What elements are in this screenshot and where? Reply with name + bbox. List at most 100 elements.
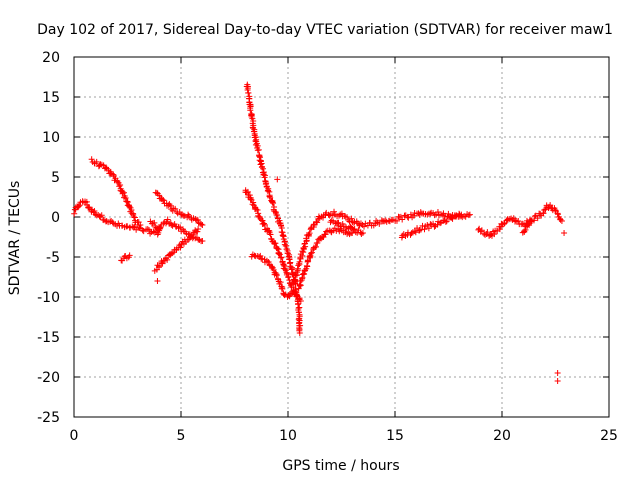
data-point: [458, 211, 465, 218]
data-point: [97, 213, 104, 220]
data-point: [195, 226, 202, 232]
data-point: [558, 218, 565, 224]
y-tick-label: 5: [51, 170, 60, 186]
data-point: [246, 192, 253, 199]
data-point: [156, 226, 163, 232]
x-axis-label: GPS time / hours: [282, 458, 399, 474]
ticks-layer: 0 5 10 15 20 25 -25 -20 -15 -10 -5 0 5 10 15 20: [37, 50, 618, 444]
data-point: [290, 287, 297, 294]
data-point: [449, 215, 456, 222]
data-point: [331, 208, 338, 215]
data-point: [296, 258, 303, 265]
data-point: [361, 223, 368, 230]
data-point: [306, 253, 313, 260]
data-point: [397, 213, 404, 220]
y-tick-label: 0: [51, 210, 60, 226]
data-point: [285, 273, 292, 280]
data-point: [296, 330, 303, 336]
data-point: [434, 208, 441, 215]
x-tick-label: 25: [600, 428, 618, 444]
data-point: [252, 138, 259, 145]
data-point: [276, 250, 283, 257]
data-point: [194, 228, 201, 235]
y-tick-label: -10: [37, 290, 60, 306]
data-point: [308, 250, 315, 257]
data-point: [484, 229, 491, 236]
data-point: [434, 221, 441, 228]
data-point: [154, 278, 161, 284]
data-point: [168, 221, 175, 228]
data-point: [266, 193, 273, 200]
data-point: [76, 202, 83, 209]
data-point: [277, 279, 284, 286]
data-point: [253, 206, 260, 213]
data-point: [519, 229, 526, 236]
data-point: [250, 125, 257, 132]
data-point: [412, 229, 419, 236]
data-point: [172, 205, 179, 212]
data-point: [306, 230, 313, 237]
data-point: [199, 238, 206, 244]
data-point: [328, 217, 335, 224]
y-tick-label: -20: [37, 370, 60, 386]
data-point: [376, 220, 383, 227]
x-tick-label: 5: [177, 428, 186, 444]
data-point: [557, 216, 564, 223]
data-point: [476, 225, 483, 232]
data-point: [344, 214, 351, 221]
grid-layer: [74, 57, 609, 417]
data-point: [515, 217, 522, 224]
data-point: [273, 272, 280, 279]
y-tick-label: -5: [46, 250, 60, 266]
data-point: [305, 258, 312, 265]
data-point: [540, 210, 547, 217]
data-point: [159, 260, 166, 267]
data-point: [88, 156, 95, 163]
data-point: [359, 230, 366, 236]
data-point: [98, 212, 105, 219]
data-point: [267, 194, 274, 201]
data-point: [267, 231, 274, 238]
data-points-layer: [71, 81, 568, 384]
chart-title: Day 102 of 2017, Sidereal Day-to-day VTE…: [37, 22, 613, 38]
data-point: [561, 230, 568, 236]
data-point: [158, 196, 165, 203]
data-point: [285, 292, 292, 299]
data-point: [280, 232, 287, 239]
data-point: [255, 146, 262, 153]
data-point: [348, 215, 355, 222]
data-point: [346, 231, 353, 238]
data-point: [177, 244, 184, 251]
data-point: [288, 266, 295, 273]
data-point: [289, 290, 296, 296]
data-point: [137, 222, 144, 228]
data-point: [156, 192, 163, 199]
data-point: [281, 265, 288, 272]
data-point: [308, 249, 315, 256]
data-point: [425, 225, 432, 232]
data-point: [75, 203, 82, 210]
y-axis-label: SDTVAR / TECUs: [7, 181, 23, 296]
data-point: [279, 285, 286, 292]
y-tick-label: 15: [42, 90, 60, 106]
data-point: [247, 107, 254, 114]
data-point: [293, 269, 300, 276]
data-point: [277, 254, 284, 261]
data-point: [254, 206, 261, 213]
data-point: [198, 221, 205, 228]
data-point: [462, 213, 469, 220]
x-tick-label: 0: [70, 428, 79, 444]
y-tick-label: -25: [37, 410, 60, 426]
data-point: [264, 187, 271, 194]
data-point: [399, 216, 406, 223]
data-point: [301, 267, 308, 274]
data-point: [278, 254, 285, 261]
data-point: [350, 219, 357, 226]
data-point: [288, 290, 295, 297]
data-point: [270, 266, 277, 273]
data-point: [195, 219, 202, 226]
data-point: [194, 216, 201, 223]
data-point: [528, 218, 535, 224]
